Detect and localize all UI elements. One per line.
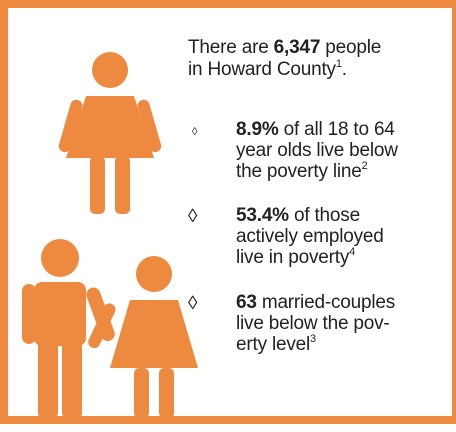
people-icons bbox=[22, 52, 198, 418]
footnote: 4 bbox=[349, 246, 356, 258]
intro-line-1: There are 6,347 people bbox=[188, 37, 382, 58]
bullet-text: live below the pov- bbox=[236, 313, 390, 334]
intro-line-2: in Howard County1. bbox=[188, 58, 347, 80]
bullet-line: 63 married-couples bbox=[236, 293, 395, 313]
bullet-line: live below the pov- bbox=[236, 314, 390, 334]
bullet-highlight: 53.4% bbox=[236, 205, 289, 226]
bullet-line: 53.4% of those bbox=[236, 206, 360, 226]
bullet-highlight: 63 bbox=[236, 292, 257, 313]
bullet-line: year olds live below bbox=[236, 141, 398, 161]
bullet-marker: ◊ bbox=[192, 126, 198, 138]
man-icon bbox=[22, 239, 115, 418]
bullet-line: live in poverty4 bbox=[236, 246, 356, 268]
bullet-text: the poverty line bbox=[236, 161, 362, 182]
footnote: 3 bbox=[310, 333, 316, 345]
bullet-line: the poverty line2 bbox=[236, 160, 368, 182]
woman-icon bbox=[58, 52, 162, 214]
bullet-marker: ◊ bbox=[188, 206, 198, 227]
bullet-text: year olds live below bbox=[236, 140, 398, 161]
bullet-marker: ◊ bbox=[188, 293, 198, 314]
bullet-text: of those bbox=[288, 205, 360, 226]
bullet-text: live in poverty bbox=[236, 247, 350, 268]
bullet-line: actively employed bbox=[236, 227, 384, 247]
bullet-line: 8.9% of all 18 to 64 bbox=[236, 120, 395, 140]
bullet-text: married-couples bbox=[256, 292, 396, 313]
footnote: 2 bbox=[361, 160, 368, 172]
woman-icon-small bbox=[88, 256, 198, 418]
bullet-highlight: 8.9% bbox=[236, 119, 279, 140]
bullet-line: erty level3 bbox=[236, 333, 316, 355]
bullet-text: actively employed bbox=[236, 226, 384, 247]
bullet-text: erty level bbox=[236, 334, 311, 355]
bullet-text: of all 18 to 64 bbox=[278, 119, 395, 140]
